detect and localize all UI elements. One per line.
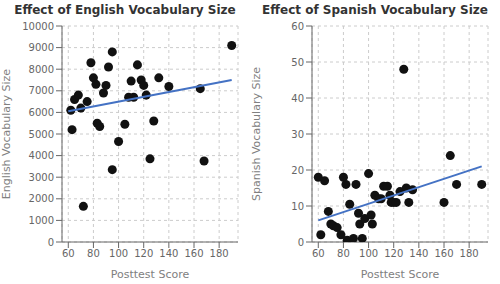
svg-text:8000: 8000 [29, 64, 54, 75]
svg-text:Posttest Score: Posttest Score [361, 268, 440, 281]
svg-text:0: 0 [298, 237, 304, 248]
svg-text:20: 20 [291, 165, 304, 176]
svg-text:30: 30 [291, 129, 304, 140]
svg-text:140: 140 [159, 248, 178, 259]
svg-text:3000: 3000 [29, 172, 54, 183]
svg-text:160: 160 [184, 248, 203, 259]
svg-text:120: 120 [384, 248, 403, 259]
svg-text:4000: 4000 [29, 150, 54, 161]
svg-text:80: 80 [337, 248, 350, 259]
svg-text:1000: 1000 [29, 215, 54, 226]
svg-text:60: 60 [312, 248, 325, 259]
svg-text:100: 100 [359, 248, 378, 259]
svg-text:160: 160 [434, 248, 453, 259]
svg-text:2000: 2000 [29, 193, 54, 204]
svg-text:0: 0 [48, 237, 54, 248]
html-text:Effect of Spanish Vocabulary S: Effect of Spanish Vocabulary Size [262, 3, 488, 17]
svg-text:7000: 7000 [29, 85, 54, 96]
svg-text:10000: 10000 [22, 21, 54, 32]
svg-text:English Vocabulary Size: English Vocabulary Size [8, 69, 13, 199]
svg-text:100: 100 [109, 248, 128, 259]
svg-text:80: 80 [87, 248, 100, 259]
svg-text:140: 140 [409, 248, 428, 259]
svg-text:180: 180 [460, 248, 479, 259]
svg-text:5000: 5000 [29, 129, 54, 140]
svg-text:60: 60 [291, 21, 304, 32]
svg-text:9000: 9000 [29, 42, 54, 53]
svg-text:120: 120 [134, 248, 153, 259]
svg-text:Spanish Vocabulary Size: Spanish Vocabulary Size [250, 67, 263, 201]
svg-text:10: 10 [291, 201, 304, 212]
svg-text:6000: 6000 [29, 107, 54, 118]
html-text:Effect of English Vocabulary S: Effect of English Vocabulary Size [14, 3, 236, 17]
svg-text:40: 40 [291, 93, 304, 104]
svg-text:60: 60 [62, 248, 75, 259]
svg-text:Posttest Score: Posttest Score [111, 268, 190, 281]
svg-text:50: 50 [291, 57, 304, 68]
svg-text:180: 180 [210, 248, 229, 259]
